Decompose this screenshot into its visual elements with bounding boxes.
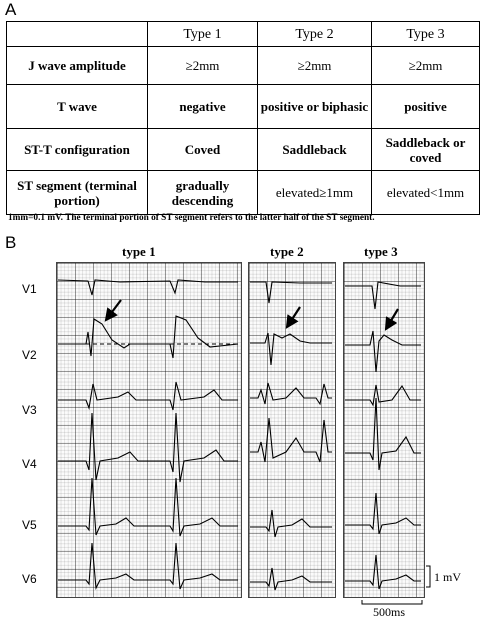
arrow-type1 — [104, 299, 122, 322]
timescale-bar — [361, 600, 423, 605]
row-label: ST-T configuration — [6, 128, 148, 171]
table-cell: Coved — [147, 128, 258, 171]
trace-type2-v6 — [250, 567, 332, 591]
strip-title-type-1: type 1 — [122, 244, 156, 259]
table-footnote: 1mm=0.1 mV. The terminal portion of ST s… — [8, 213, 375, 223]
table-cell: ≥2mm — [371, 46, 480, 85]
trace-type1-v5 — [58, 477, 238, 537]
lead-label-v2: V2 — [22, 348, 37, 362]
trace-type3-v1 — [345, 281, 421, 310]
trace-type2-v5 — [250, 509, 332, 538]
panel-a-label: A — [5, 0, 17, 19]
calibration-label: 1 mV — [434, 570, 461, 584]
trace-type3-v2 — [345, 330, 421, 373]
calibration-bar — [426, 565, 431, 588]
trace-type1-v6 — [58, 542, 238, 590]
table-cell: gradually descending — [147, 170, 258, 215]
trace-type3-v3 — [345, 384, 421, 407]
trace-type3-v4 — [345, 397, 421, 471]
strip-title-type-3: type 3 — [364, 244, 398, 259]
table-row: T wave negative positive or biphasic pos… — [6, 84, 480, 129]
table-cell: ≥2mm — [257, 46, 372, 85]
table-cell: elevated≥1mm — [257, 170, 372, 215]
trace-type2-v1 — [250, 281, 332, 304]
trace-type3-v6 — [345, 554, 421, 590]
strip-title-type-2: type 2 — [270, 244, 304, 259]
arrow-type2 — [285, 306, 301, 329]
table-cell: elevated<1mm — [371, 170, 480, 215]
trace-type3-v5 — [345, 492, 421, 535]
trace-type1-v3 — [58, 381, 238, 411]
ecg-strip-type-1 — [56, 262, 242, 598]
arrow-type3 — [384, 308, 399, 331]
table-row: J wave amplitude ≥2mm ≥2mm ≥2mm — [6, 46, 480, 85]
trace-type2-v3 — [250, 382, 332, 406]
trace-type1-v1 — [57, 279, 238, 296]
lead-label-v6: V6 — [22, 572, 37, 586]
lead-label-v4: V4 — [22, 457, 37, 471]
ecg-strip-type-3 — [343, 262, 425, 598]
table-cell: positive — [371, 84, 480, 129]
table-cell: ≥2mm — [147, 46, 258, 85]
row-label: J wave amplitude — [6, 46, 148, 85]
table-row: ST segment (terminal portion) gradually … — [6, 170, 480, 215]
lead-label-v3: V3 — [22, 403, 37, 417]
table-cell: Saddleback or coved — [371, 128, 480, 171]
trace-type2-v4 — [250, 417, 332, 463]
ecg-waveforms — [57, 279, 421, 591]
brugada-criteria-table: Type 1 Type 2 Type 3 J wave amplitude ≥2… — [6, 21, 480, 215]
panel-b-label: B — [5, 233, 17, 252]
row-label: ST segment (terminal portion) — [6, 170, 148, 215]
timescale-label: 500ms — [373, 605, 406, 619]
lead-label-v1: V1 — [22, 282, 37, 296]
trace-type1-v4 — [58, 412, 238, 483]
table-cell: negative — [147, 84, 258, 129]
trace-type1-v2 — [58, 315, 239, 359]
trace-type2-v2 — [250, 332, 332, 366]
lead-label-v5: V5 — [22, 518, 37, 532]
